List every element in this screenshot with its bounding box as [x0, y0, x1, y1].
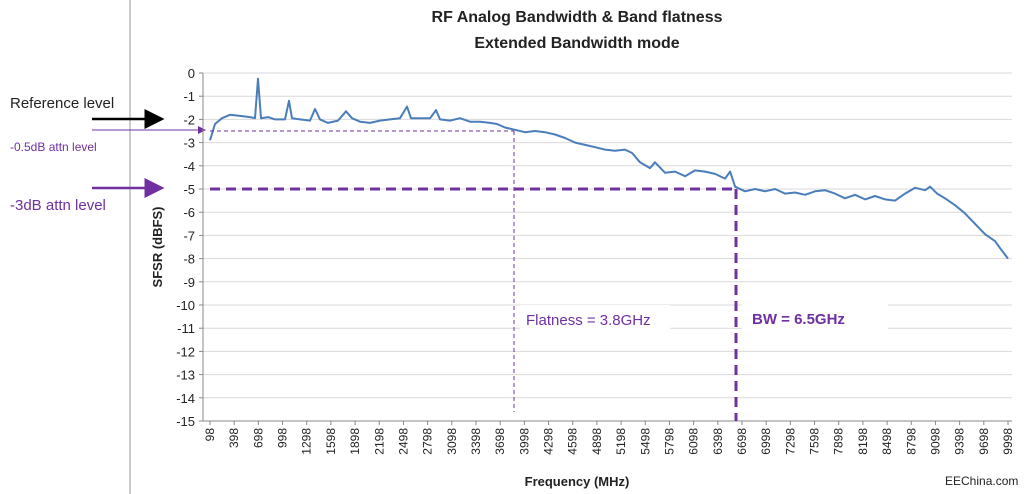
- y-tick-label: -5: [183, 182, 195, 197]
- x-tick-label: 98: [203, 428, 217, 442]
- y-tick-label: -14: [176, 391, 195, 406]
- chart-title: RF Analog Bandwidth & Band flatness: [432, 9, 723, 26]
- y-tick-label: -6: [183, 205, 195, 220]
- x-tick-label: 9398: [953, 428, 967, 455]
- x-tick-label: 4298: [542, 428, 556, 455]
- x-tick-label: 8198: [856, 428, 870, 455]
- x-tick-label: 3698: [493, 428, 507, 455]
- x-tick-label: 8498: [880, 428, 894, 455]
- y-tick-label: -4: [183, 159, 195, 174]
- x-tick-label: 9998: [1001, 428, 1015, 455]
- x-tick-label: 6998: [759, 428, 773, 455]
- x-tick-label: 3098: [445, 428, 459, 455]
- x-tick-label: 6698: [735, 428, 749, 455]
- x-tick-label: 698: [251, 428, 265, 448]
- x-tick-label: 4898: [590, 428, 604, 455]
- x-tick-label: 3398: [469, 428, 483, 455]
- chart-subtitle: Extended Bandwidth mode: [474, 35, 679, 52]
- y-axis-label: SFSR (dBFS): [150, 207, 165, 288]
- label-box: [520, 305, 670, 331]
- x-axis-label: Frequency (MHz): [525, 474, 630, 489]
- y-tick-label: 0: [188, 66, 195, 81]
- line: [209, 77, 1009, 260]
- x-tick-label: 7298: [783, 428, 797, 455]
- y-tick-label: -12: [176, 344, 195, 359]
- y-tick-label: -7: [183, 228, 195, 243]
- x-tick-label: 6398: [711, 428, 725, 455]
- x-tick-label: 2798: [421, 428, 435, 455]
- annotation: Flatness = 3.8GHz: [526, 312, 651, 329]
- annotation: BW = 6.5GHz: [752, 311, 845, 328]
- x-tick-label: 1898: [348, 428, 362, 455]
- y-tick-label: -13: [176, 368, 195, 383]
- x-tick-label: 9098: [928, 428, 942, 455]
- x-tick-label: 2498: [396, 428, 410, 455]
- x-tick-label: 8798: [904, 428, 918, 455]
- x-tick-label: 5198: [614, 428, 628, 455]
- annotation: -0.5dB attn level: [10, 140, 97, 154]
- x-tick-label: 7598: [808, 428, 822, 455]
- x-tick-label: 5498: [638, 428, 652, 455]
- x-tick-label: 3998: [517, 428, 531, 455]
- y-tick-label: -9: [183, 275, 195, 290]
- y-tick-label: -1: [183, 89, 195, 104]
- x-tick-label: 7898: [832, 428, 846, 455]
- x-tick-label: 6098: [687, 428, 701, 455]
- x-tick-label: 9698: [977, 428, 991, 455]
- y-tick-label: -15: [176, 414, 195, 429]
- annotation: -3dB attn level: [10, 197, 106, 214]
- plot-area: 0 -1 -2 -3 -4 -5 -6 -7 -8 -9 -10 -11 -12 -13 -14 -15 98 3…: [176, 66, 1015, 455]
- x-tick-label: 5798: [662, 428, 676, 455]
- y-tick-label: -3: [183, 136, 195, 151]
- x-tick-label: 998: [276, 428, 290, 448]
- watermark: EEChina.com: [945, 474, 1018, 488]
- x-tick-label: 1598: [324, 428, 338, 455]
- x-tick-label: 2198: [372, 428, 386, 455]
- y-tick-label: -11: [177, 321, 195, 336]
- annotation: Reference level: [10, 95, 114, 112]
- y-tick-label: -10: [176, 298, 195, 313]
- label-box: [742, 304, 888, 330]
- x-tick-label: 1298: [300, 428, 314, 455]
- y-tick-label: -8: [183, 252, 195, 267]
- x-tick-label: 398: [227, 428, 241, 448]
- x-tick-label: 4598: [566, 428, 580, 455]
- y-tick-label: -2: [183, 112, 195, 127]
